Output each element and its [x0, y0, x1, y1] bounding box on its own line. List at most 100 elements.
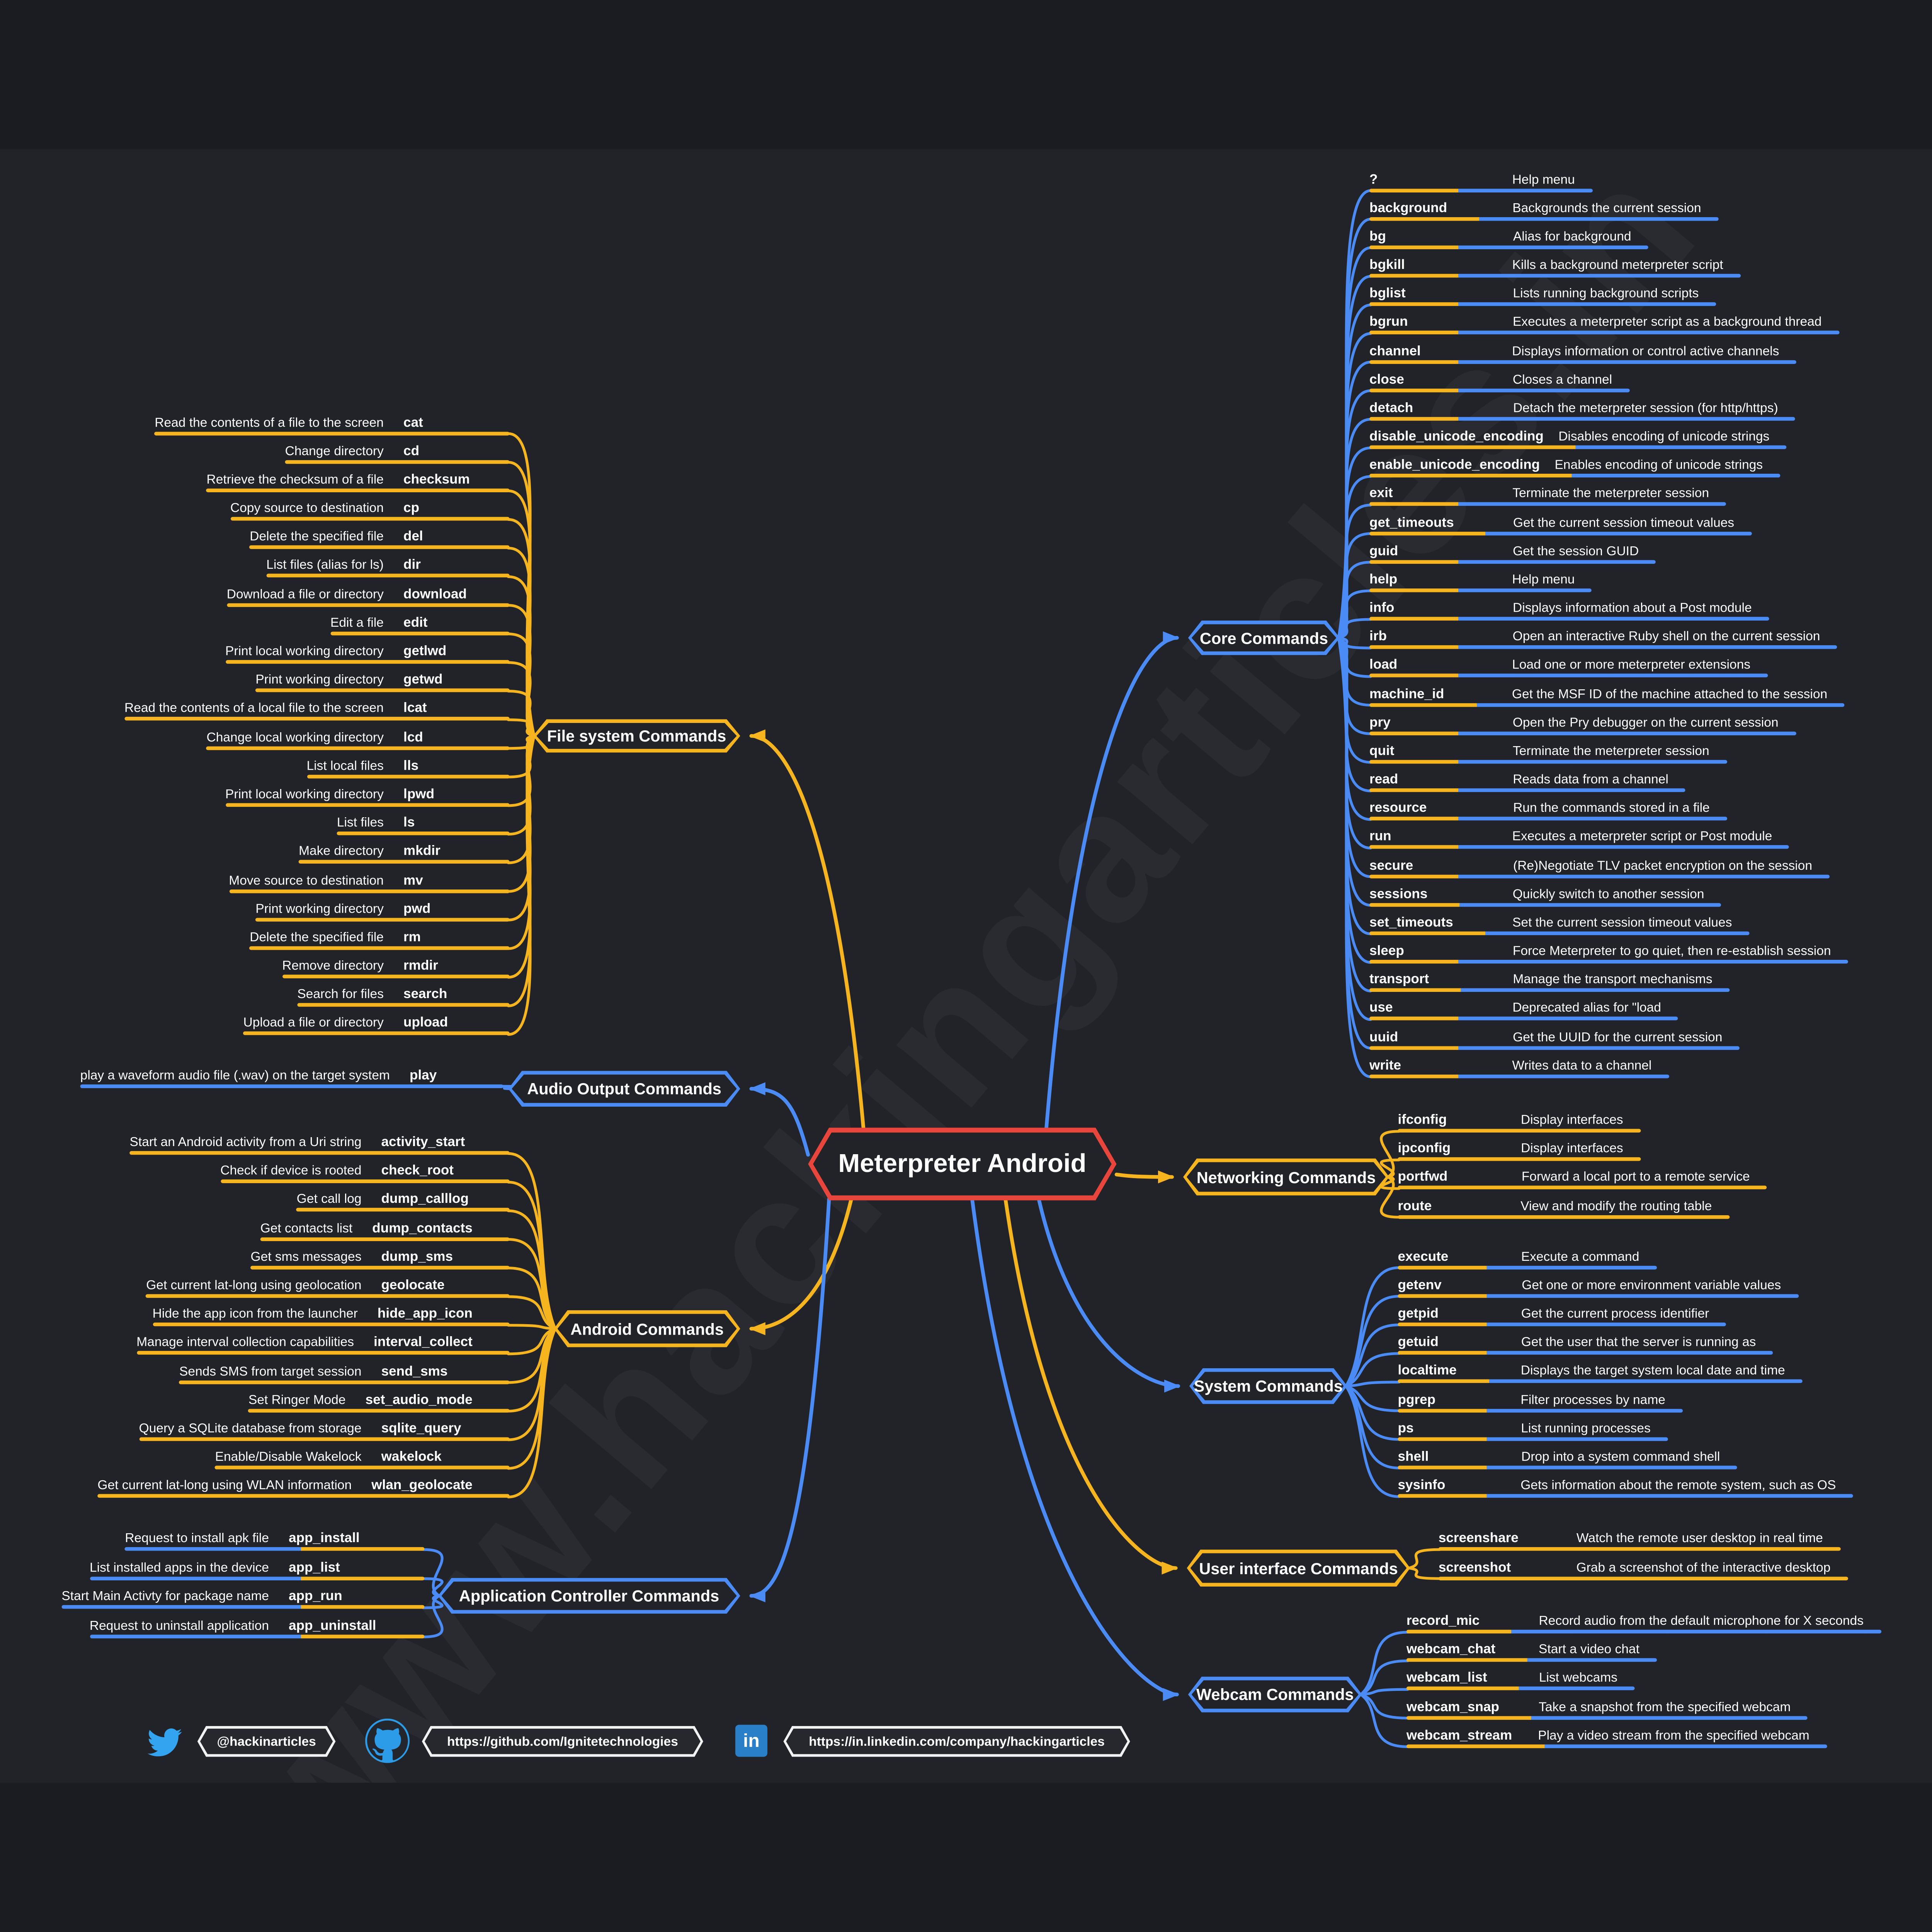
row-underline: [1369, 474, 1780, 478]
github-icon: [365, 1718, 410, 1763]
row-underline: [1369, 216, 1719, 221]
command-row: Upload a file or directory upload: [243, 1010, 510, 1036]
command-row: Sends SMS from target session send_sms: [179, 1358, 510, 1384]
command-name: getlwd: [403, 644, 447, 659]
command-row: portfwd Forward a local port to a remote …: [1398, 1164, 1767, 1190]
connector-line: [507, 1267, 557, 1330]
command-description: Download a file or directory: [226, 587, 384, 602]
connector-line: [1337, 636, 1372, 1050]
command-description: Help menu: [1512, 572, 1575, 587]
row-underline: [1398, 1214, 1730, 1219]
command-description: Print local working directory: [225, 787, 384, 802]
command-description: Delete the specified file: [250, 930, 384, 945]
footer-twitter-handle: @hackinarticles: [197, 1726, 336, 1757]
command-description: View and modify the routing table: [1520, 1199, 1712, 1214]
command-row: help Help menu: [1369, 566, 1592, 592]
command-name: interval_collect: [374, 1335, 473, 1350]
row-underline: [89, 1634, 425, 1638]
connector-line: [507, 1295, 557, 1330]
command-name: edit: [403, 615, 428, 630]
connector-line: [749, 1197, 853, 1335]
command-row: Hide the app icon from the launcher hide_…: [152, 1301, 510, 1327]
connector-line: [507, 1238, 557, 1330]
command-name: disable_unicode_encoding: [1369, 429, 1544, 444]
row-underline: [1369, 874, 1830, 878]
command-row: Print working directory pwd: [255, 895, 510, 922]
connector-line: [1344, 1295, 1401, 1388]
row-underline: [206, 488, 510, 492]
command-name: dump_contacts: [372, 1221, 473, 1236]
row-underline: [155, 431, 510, 435]
command-row: Move source to destination mv: [229, 867, 510, 893]
command-description: Forward a local port to a remote service: [1521, 1170, 1750, 1185]
command-row: screenshare Watch the remote user desktop…: [1438, 1525, 1840, 1551]
command-name: execute: [1398, 1249, 1449, 1264]
command-description: Read the contents of a local file to the…: [124, 701, 384, 716]
command-name: quit: [1369, 743, 1395, 759]
row-underline: [1369, 702, 1845, 707]
row-underline: [1398, 1437, 1668, 1441]
row-underline: [1398, 1186, 1767, 1190]
row-underline: [282, 975, 510, 979]
connector-line: [1344, 1352, 1401, 1388]
connector-line: [507, 735, 536, 1036]
row-underline: [1369, 388, 1629, 392]
command-description: List files (alias for ls): [266, 558, 384, 573]
command-name: download: [403, 587, 467, 602]
row-underline: [1369, 731, 1796, 735]
connector-line: [1344, 1384, 1401, 1441]
command-name: ifconfig: [1398, 1112, 1447, 1128]
command-description: Set the current session timeout values: [1512, 915, 1732, 930]
command-row: webcam_list List webcams: [1406, 1665, 1635, 1691]
row-underline: [285, 459, 510, 464]
connector-line: [1344, 1266, 1401, 1388]
command-description: (Re)Negotiate TLV packet encryption on t…: [1513, 858, 1812, 873]
command-name: set_audio_mode: [365, 1393, 473, 1408]
branch-node-filesystem: File system Commands: [533, 719, 740, 752]
command-row: irb Open an interactive Ruby shell on the…: [1369, 623, 1838, 650]
command-description: Quickly switch to another session: [1512, 886, 1704, 902]
command-name: sqlite_query: [381, 1421, 461, 1436]
command-name: app_install: [289, 1531, 360, 1546]
command-row: Read the contents of a local file to the…: [124, 695, 510, 721]
connector-line: [1003, 1197, 1178, 1575]
command-name: ipconfig: [1398, 1141, 1451, 1156]
command-name: mv: [403, 873, 423, 888]
connector-line: [1359, 1693, 1409, 1719]
row-underline: [89, 1576, 425, 1580]
command-description: Backgrounds the current session: [1512, 201, 1701, 216]
command-name: set_timeouts: [1369, 915, 1453, 930]
command-description: Load one or more meterpreter extensions: [1512, 658, 1751, 673]
row-underline: [1406, 1744, 1827, 1748]
command-row: Request to install apk file app_install: [125, 1525, 425, 1551]
command-description: Displays the target system local date an…: [1520, 1364, 1785, 1379]
command-name: cat: [403, 415, 423, 430]
connector-line: [1407, 1548, 1441, 1570]
command-name: wakelock: [381, 1450, 442, 1465]
row-underline: [306, 774, 510, 778]
command-row: resource Run the commands stored in a fil…: [1369, 795, 1727, 821]
branch-node-webcam: Webcam Commands: [1188, 1677, 1362, 1713]
connector-line: [422, 1577, 444, 1597]
connector-line: [1344, 1384, 1401, 1469]
command-description: Get the current session timeout values: [1513, 515, 1734, 530]
row-underline: [1369, 988, 1730, 992]
row-underline: [136, 1351, 510, 1355]
command-description: Sends SMS from target session: [179, 1364, 362, 1379]
row-underline: [1369, 645, 1838, 650]
command-row: Change directory cd: [285, 437, 510, 464]
row-underline: [80, 1083, 503, 1088]
row-underline: [1398, 1129, 1641, 1133]
row-underline: [248, 1408, 510, 1413]
connector-line: [1359, 1693, 1409, 1748]
command-name: pgrep: [1398, 1392, 1436, 1407]
row-underline: [139, 1437, 510, 1441]
command-name: hide_app_icon: [377, 1306, 473, 1322]
command-name: shell: [1398, 1449, 1429, 1464]
row-underline: [97, 1494, 510, 1498]
command-description: Get the user that the server is running …: [1521, 1335, 1756, 1350]
command-name: play: [410, 1068, 437, 1083]
command-description: Request to install apk file: [125, 1531, 269, 1546]
command-name: enable_unicode_encoding: [1369, 458, 1540, 473]
command-description: Disables encoding of unicode strings: [1558, 429, 1770, 444]
